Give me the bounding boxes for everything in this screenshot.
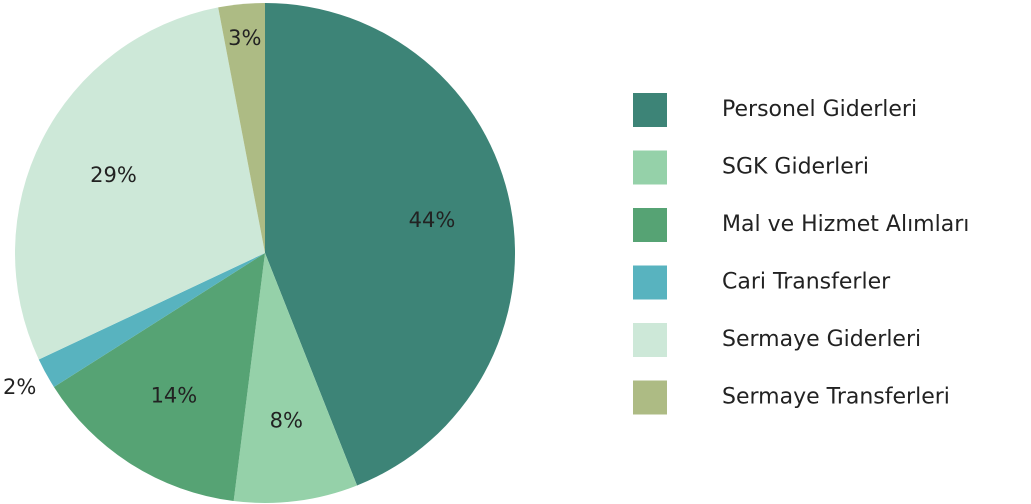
pie-slice xyxy=(265,3,516,486)
data-label: 44% xyxy=(409,208,456,232)
data-label: 3% xyxy=(228,26,261,50)
data-label: 2% xyxy=(3,375,36,399)
pie-slice xyxy=(218,3,265,253)
legend-swatch xyxy=(633,93,667,127)
legend-swatch xyxy=(633,380,667,415)
data-label: 8% xyxy=(270,409,303,433)
legend-label: Cari Transferler xyxy=(722,270,891,295)
data-label: 14% xyxy=(151,384,198,408)
legend-swatch xyxy=(633,208,667,242)
pie-slice xyxy=(38,253,265,387)
pie-slice xyxy=(53,253,266,502)
legend-swatch xyxy=(633,150,667,185)
pie-slice xyxy=(233,253,358,503)
legend-label: Sermaye Giderleri xyxy=(722,327,921,352)
legend-swatch xyxy=(633,265,667,300)
legend-label: Mal ve Hizmet Alımları xyxy=(722,212,969,237)
pie-slice xyxy=(15,7,265,360)
data-label: 29% xyxy=(90,163,137,187)
legend-label: Personel Giderleri xyxy=(722,97,917,122)
legend-label: Sermaye Transferleri xyxy=(722,385,950,410)
legend-label: SGK Giderleri xyxy=(722,155,869,180)
legend-swatch xyxy=(633,323,667,357)
